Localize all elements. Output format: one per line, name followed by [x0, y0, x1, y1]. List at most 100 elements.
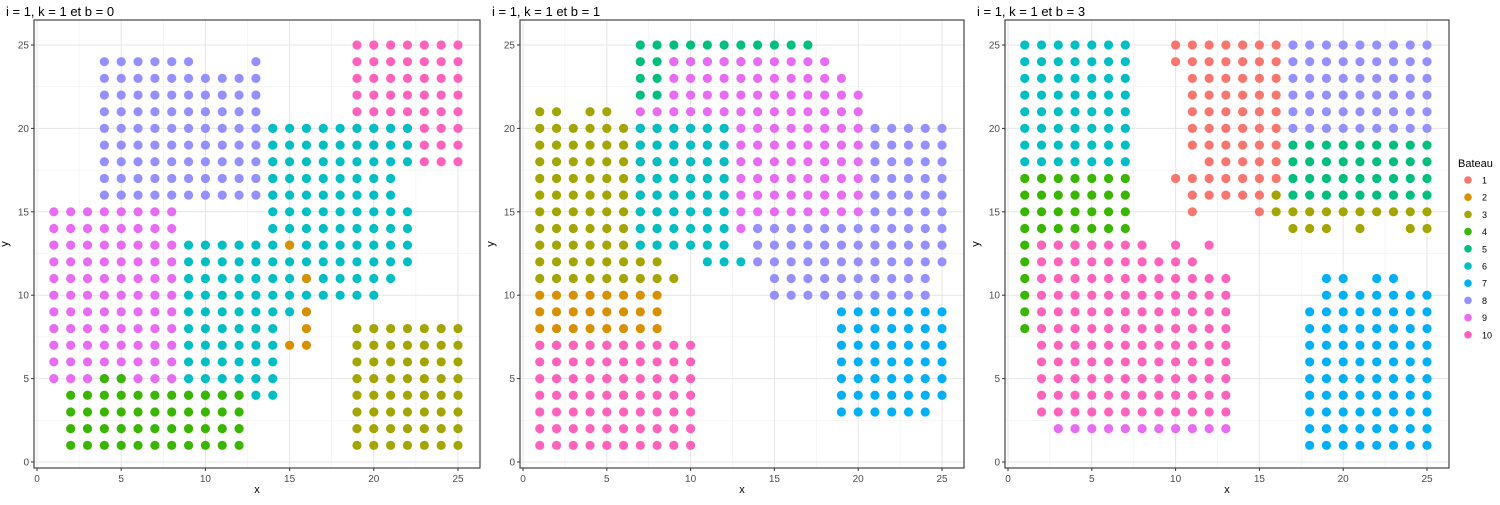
data-point-bateau-6: [200, 257, 210, 267]
data-point-bateau-8: [167, 140, 177, 150]
data-point-bateau-10: [1053, 240, 1063, 250]
data-point-bateau-6: [352, 223, 362, 234]
data-point-bateau-2: [652, 290, 662, 300]
data-point-bateau-9: [66, 374, 76, 384]
data-point-bateau-10: [1103, 407, 1114, 417]
data-point-bateau-10: [1187, 307, 1197, 317]
data-point-bateau-8: [150, 90, 160, 100]
data-point-bateau-9: [803, 57, 813, 67]
data-point-bateau-10: [669, 374, 679, 384]
data-point-bateau-10: [1187, 290, 1197, 300]
data-point-bateau-9: [803, 207, 813, 217]
data-point-bateau-3: [352, 440, 362, 450]
data-point-bateau-7: [1338, 307, 1348, 317]
data-point-bateau-9: [1120, 424, 1130, 434]
data-point-bateau-5: [1388, 190, 1399, 200]
data-point-bateau-8: [133, 73, 143, 83]
data-point-bateau-8: [200, 90, 210, 100]
data-point-bateau-2: [551, 290, 562, 300]
data-point-bateau-1: [1187, 140, 1197, 150]
data-point-bateau-8: [803, 273, 813, 284]
data-point-bateau-7: [1338, 390, 1348, 400]
x-tick-label: 25: [452, 474, 464, 485]
data-point-bateau-4: [200, 440, 210, 450]
data-point-bateau-6: [652, 207, 662, 217]
data-point-bateau-3: [386, 424, 396, 434]
data-point-bateau-10: [1036, 307, 1047, 317]
data-point-bateau-8: [133, 107, 143, 117]
data-point-bateau-6: [217, 257, 227, 267]
data-point-bateau-3: [618, 207, 629, 217]
data-point-bateau-10: [585, 424, 595, 434]
data-point-bateau-6: [268, 207, 278, 217]
data-point-bateau-1: [1254, 73, 1264, 83]
data-point-bateau-9: [836, 123, 847, 133]
legend-label: 8: [1482, 296, 1487, 306]
data-point-bateau-3: [535, 240, 545, 250]
data-point-bateau-1: [1187, 73, 1197, 83]
data-point-bateau-3: [602, 140, 612, 150]
data-point-bateau-10: [402, 73, 413, 83]
data-point-bateau-9: [82, 307, 93, 317]
data-point-bateau-5: [769, 40, 780, 50]
data-point-bateau-2: [585, 290, 595, 300]
data-point-bateau-4: [1036, 207, 1047, 217]
data-point-bateau-5: [1388, 173, 1399, 184]
data-point-bateau-10: [669, 357, 679, 367]
data-point-bateau-8: [769, 240, 780, 250]
data-point-bateau-10: [1036, 257, 1047, 267]
data-point-bateau-6: [183, 323, 194, 334]
data-point-bateau-7: [1355, 323, 1365, 334]
data-point-bateau-9: [133, 273, 143, 284]
data-point-bateau-7: [887, 357, 897, 367]
data-point-bateau-9: [167, 323, 177, 334]
data-point-bateau-7: [870, 340, 880, 350]
data-point-bateau-10: [652, 390, 662, 400]
data-point-bateau-4: [82, 407, 93, 417]
data-point-bateau-1: [1254, 123, 1264, 133]
data-point-bateau-7: [870, 407, 880, 417]
data-point-bateau-10: [1204, 307, 1214, 317]
data-point-bateau-6: [251, 273, 261, 284]
data-point-bateau-8: [887, 140, 897, 150]
data-point-bateau-8: [1405, 73, 1415, 83]
legend-key-7: [1464, 279, 1472, 288]
data-point-bateau-4: [82, 424, 93, 434]
y-tick-label: 5: [23, 374, 29, 385]
data-point-bateau-8: [937, 173, 947, 184]
data-point-bateau-8: [887, 123, 897, 133]
data-point-bateau-9: [769, 190, 780, 200]
data-point-bateau-10: [1171, 390, 1181, 400]
data-point-bateau-6: [301, 240, 312, 250]
data-point-bateau-9: [736, 207, 746, 217]
data-point-bateau-6: [686, 173, 696, 184]
data-point-bateau-6: [369, 290, 379, 300]
data-point-bateau-10: [1221, 374, 1231, 384]
data-point-bateau-6: [217, 307, 227, 317]
data-point-bateau-8: [1355, 123, 1365, 133]
data-point-bateau-8: [99, 173, 109, 184]
data-point-bateau-9: [753, 90, 763, 100]
data-point-bateau-9: [820, 57, 830, 67]
data-point-bateau-10: [1087, 407, 1097, 417]
data-point-bateau-9: [753, 107, 763, 117]
data-point-bateau-2: [535, 323, 545, 334]
data-point-bateau-10: [1204, 390, 1214, 400]
data-point-bateau-6: [217, 323, 227, 334]
data-point-bateau-6: [1070, 73, 1080, 83]
data-point-bateau-3: [386, 357, 396, 367]
data-point-bateau-10: [635, 374, 645, 384]
data-point-bateau-6: [268, 390, 278, 400]
data-point-bateau-9: [150, 290, 160, 300]
data-point-bateau-4: [183, 424, 194, 434]
y-axis-label: y: [970, 241, 982, 247]
data-point-bateau-8: [1355, 40, 1365, 50]
data-point-bateau-1: [1254, 57, 1264, 67]
data-point-bateau-9: [66, 273, 76, 284]
data-point-bateau-1: [1221, 140, 1231, 150]
data-point-bateau-10: [652, 357, 662, 367]
data-point-bateau-6: [635, 157, 645, 167]
data-point-bateau-3: [369, 374, 379, 384]
data-point-bateau-8: [200, 107, 210, 117]
data-point-bateau-3: [1321, 207, 1332, 217]
